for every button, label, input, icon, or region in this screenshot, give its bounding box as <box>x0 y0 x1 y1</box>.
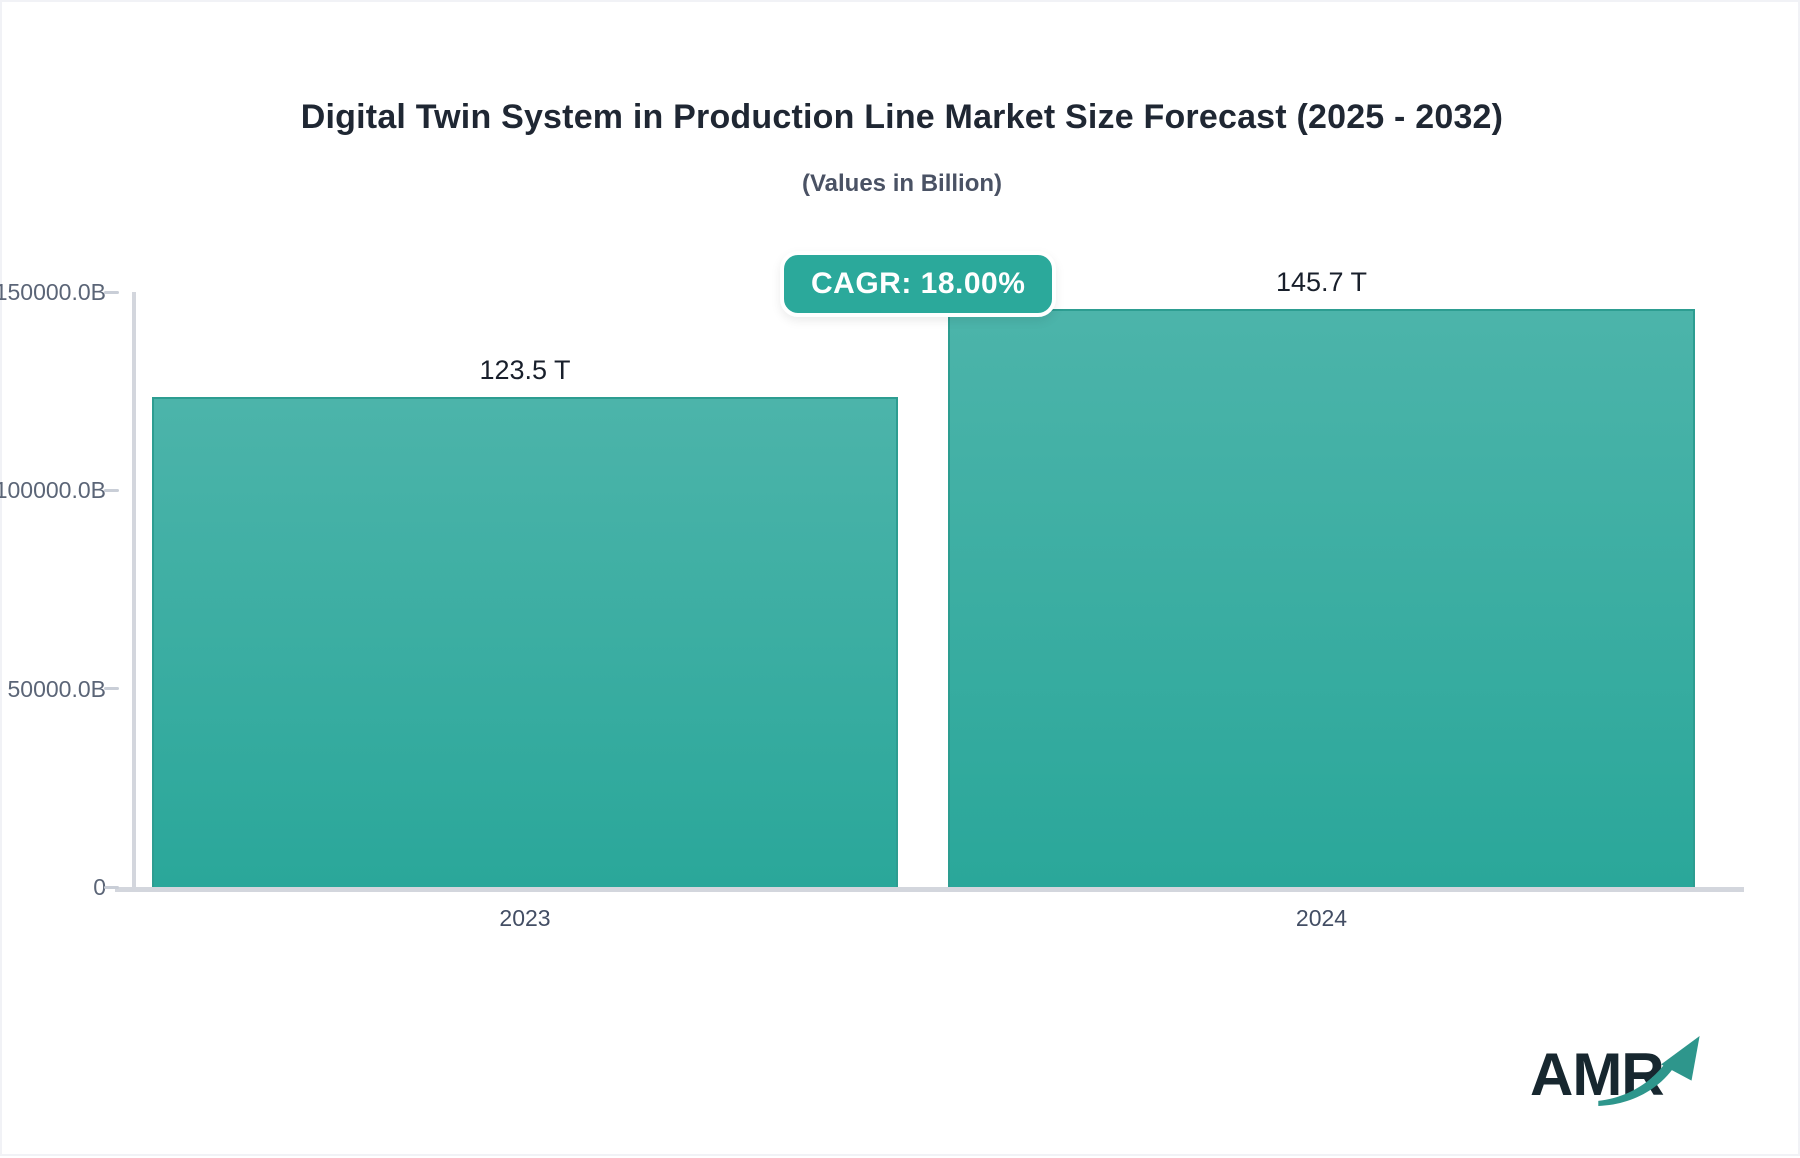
y-tick-mark <box>104 687 119 691</box>
bar-value-2023: 123.5 T <box>479 355 571 385</box>
y-tick-mark <box>104 885 119 889</box>
bar-value-2024: 145.7 T <box>1275 267 1368 297</box>
y-tick-mark <box>104 488 119 492</box>
x-tick-label-2023: 2023 <box>499 905 551 931</box>
y-tick-label-0: 0 <box>93 874 106 900</box>
y-tick-label-100000: 100000.0B <box>0 477 106 504</box>
amr-logo-text: AMR <box>1530 1041 1665 1108</box>
y-axis-line <box>132 292 136 887</box>
y-tick-label-50000: 50000.0B <box>7 675 106 702</box>
chart-title: Digital Twin System in Production Line M… <box>300 98 1504 136</box>
bar-2024[interactable] <box>948 309 1695 887</box>
growth-arrow-icon <box>1598 1036 1700 1106</box>
x-tick-label-2024: 2024 <box>1295 905 1348 931</box>
bar-2023[interactable] <box>152 397 898 887</box>
chart-subtitle: (Values in Billion) <box>801 170 1003 197</box>
y-tick-label-150000: 150000.0B <box>0 279 106 305</box>
amr-logo: AMR <box>1530 1032 1730 1122</box>
cagr-badge: CAGR: 18.00% <box>780 251 1057 317</box>
y-tick-mark <box>104 290 119 294</box>
x-axis-line <box>115 887 1744 892</box>
